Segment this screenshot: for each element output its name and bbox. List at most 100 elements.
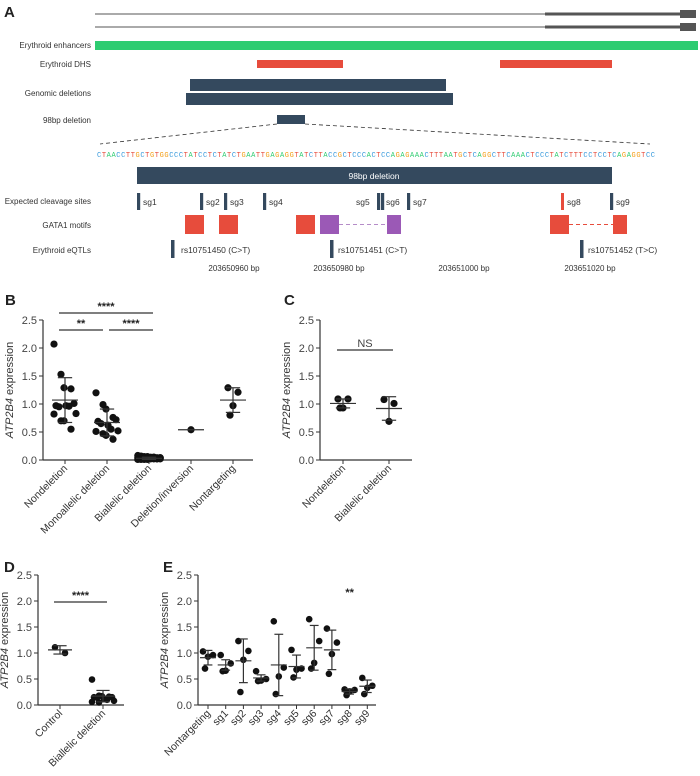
nucleotide: C bbox=[473, 152, 477, 160]
nucleotide: G bbox=[136, 152, 140, 160]
y-tick-label: 1.0 bbox=[299, 399, 314, 411]
eqtl-marker bbox=[330, 240, 334, 258]
guide-label: sg7 bbox=[413, 197, 427, 207]
y-tick-label: 2.5 bbox=[17, 570, 32, 582]
data-point bbox=[290, 674, 297, 681]
nucleotide: T bbox=[217, 152, 221, 160]
nucleotide: A bbox=[188, 152, 193, 160]
data-point bbox=[95, 692, 103, 699]
track-label-eqtls: Erythroid eQTLs bbox=[33, 246, 91, 255]
data-point bbox=[98, 692, 106, 700]
y-axis-title-gene: ATP2B4 bbox=[0, 648, 11, 689]
data-point bbox=[147, 455, 155, 463]
data-point bbox=[153, 454, 161, 462]
data-point bbox=[341, 686, 348, 693]
data-point bbox=[61, 649, 69, 657]
nucleotide: C bbox=[343, 152, 347, 160]
nucleotide: A bbox=[222, 152, 227, 160]
nucleotide: T bbox=[530, 152, 534, 160]
nucleotide: C bbox=[213, 152, 217, 160]
data-point bbox=[361, 690, 368, 698]
nucleotide: C bbox=[612, 152, 616, 160]
data-point bbox=[102, 431, 110, 439]
nucleotide: G bbox=[275, 152, 279, 160]
x-tick-label: sg4 bbox=[263, 708, 284, 729]
nucleotide: G bbox=[241, 152, 245, 160]
nucleotide: C bbox=[588, 152, 592, 160]
cleavage-site-marker bbox=[610, 193, 614, 210]
data-point bbox=[254, 677, 262, 685]
nucleotide: C bbox=[381, 152, 385, 160]
data-point bbox=[307, 665, 315, 672]
coordinate-label: 203651000 bp bbox=[438, 264, 490, 273]
y-axis-title-rest: expression bbox=[159, 592, 171, 648]
genomic-deletion-bar bbox=[186, 93, 453, 105]
nucleotide: T bbox=[559, 152, 563, 160]
y-tick-label: 1.0 bbox=[177, 648, 192, 660]
x-tick-label: Control bbox=[33, 708, 65, 740]
nucleotide: T bbox=[193, 152, 197, 160]
data-point bbox=[92, 427, 100, 436]
chart-panel-e: E 0.0 0.5 1.0 1.5 2.0 2.5 ATP2B4 expression Nont… bbox=[159, 559, 376, 759]
nucleotide: C bbox=[386, 152, 390, 160]
data-point bbox=[150, 453, 158, 461]
data-point bbox=[237, 688, 244, 696]
track-label-cleavage: Expected cleavage sites bbox=[5, 197, 91, 206]
data-point bbox=[109, 413, 117, 422]
nucleotide: C bbox=[198, 152, 202, 160]
y-tick-label: 0.0 bbox=[177, 700, 192, 712]
eqtl-label: rs10751450 (C>T) bbox=[181, 245, 250, 255]
x-tick-label: sg2 bbox=[228, 708, 249, 729]
nucleotide: C bbox=[203, 152, 207, 160]
nucleotide: T bbox=[347, 152, 351, 160]
data-point bbox=[229, 402, 237, 410]
nucleotide: C bbox=[540, 152, 544, 160]
eqtl-marker bbox=[171, 240, 175, 258]
nucleotide: A bbox=[444, 152, 449, 160]
nucleotide: T bbox=[502, 152, 506, 160]
cleavage-site-marker bbox=[263, 193, 267, 210]
cleavage-site-marker bbox=[377, 193, 381, 210]
data-point bbox=[55, 403, 63, 411]
data-point bbox=[143, 453, 151, 461]
data-point bbox=[222, 667, 229, 674]
data-point bbox=[97, 420, 105, 428]
gata1-motif-split bbox=[550, 215, 569, 234]
data-point bbox=[62, 402, 70, 410]
eqtl-markers: rs10751450 (C>T) rs10751451 (C>T) rs1075… bbox=[171, 240, 657, 258]
data-point bbox=[137, 452, 145, 460]
nucleotide: C bbox=[424, 152, 428, 160]
data-point bbox=[275, 673, 283, 680]
nucleotide: T bbox=[237, 152, 241, 160]
y-tick-label: 1.5 bbox=[22, 371, 37, 383]
data-point bbox=[100, 695, 108, 703]
data-point bbox=[60, 417, 68, 425]
data-point bbox=[204, 653, 212, 660]
eqtl-label: rs10751451 (C>T) bbox=[338, 245, 407, 255]
nucleotide: T bbox=[641, 152, 645, 160]
y-axis-title-gene: ATP2B4 bbox=[281, 398, 293, 439]
nucleotide: T bbox=[227, 152, 231, 160]
nucleotide: A bbox=[251, 152, 256, 160]
nucleotide: A bbox=[420, 152, 425, 160]
x-tick-label: Nontargeting bbox=[162, 708, 213, 759]
coordinate-axis: 203650960 bp 203650980 bp 203651000 bp 2… bbox=[208, 264, 616, 273]
data-point bbox=[134, 451, 142, 460]
y-axis-title: ATP2B4 expression bbox=[159, 592, 171, 689]
nucleotide: A bbox=[449, 152, 454, 160]
gata1-motif bbox=[219, 215, 238, 234]
cleavage-site-marker bbox=[381, 193, 385, 210]
chart-panel-c: C 0.0 0.5 1.0 1.5 2.0 2.5 ATP2B4 expression Nond… bbox=[281, 292, 412, 524]
gata1-motifs bbox=[185, 215, 627, 234]
data-point bbox=[137, 454, 145, 462]
x-tick-label: sg1 bbox=[210, 708, 231, 729]
nucleotide: C bbox=[232, 152, 236, 160]
significance-label: ** bbox=[77, 318, 86, 330]
data-point bbox=[143, 455, 151, 464]
data-point bbox=[245, 647, 252, 655]
data-point bbox=[323, 625, 331, 632]
nucleotide: A bbox=[246, 152, 251, 160]
nucleotide: G bbox=[458, 152, 462, 160]
data-point bbox=[156, 454, 164, 462]
